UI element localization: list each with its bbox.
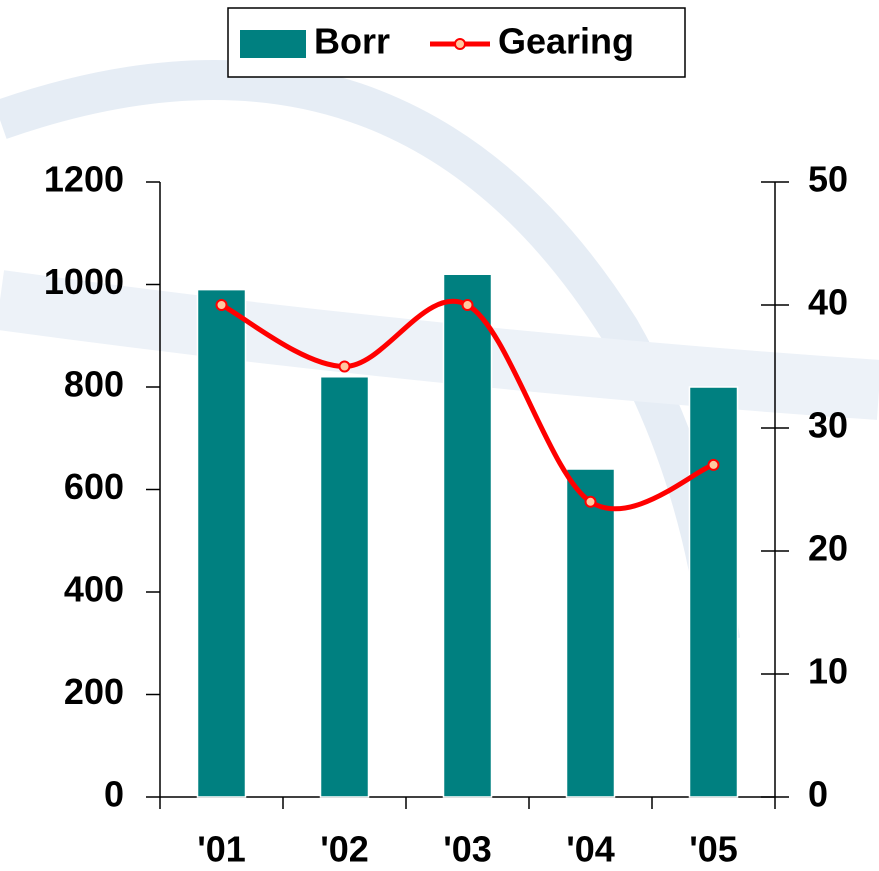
line-marker xyxy=(461,299,474,311)
line-marker xyxy=(707,458,720,471)
y2-tick-label: 0 xyxy=(808,774,828,815)
x-tick-label: '05 xyxy=(689,829,738,870)
legend-swatch xyxy=(240,30,306,58)
y-tick-label: 0 xyxy=(104,774,124,815)
bar xyxy=(442,273,493,798)
background-swoosh xyxy=(0,270,879,420)
line-marker xyxy=(215,299,228,311)
x-tick-label: '04 xyxy=(566,829,615,870)
legend-label: Borr xyxy=(314,21,390,62)
y2-tick-label: 40 xyxy=(808,282,848,323)
y-tick-label: 200 xyxy=(64,671,124,712)
y-tick-label: 1000 xyxy=(44,261,124,302)
x-tick-label: '02 xyxy=(320,829,369,870)
y-tick-label: 400 xyxy=(64,569,124,610)
x-tick-label: '01 xyxy=(197,829,246,870)
legend-marker xyxy=(454,38,466,50)
bar xyxy=(319,376,370,798)
x-tick-label: '03 xyxy=(443,829,492,870)
y-tick-label: 600 xyxy=(64,466,124,507)
line-marker xyxy=(338,360,351,373)
legend-label: Gearing xyxy=(498,21,634,62)
y-tick-label: 1200 xyxy=(44,159,124,200)
y2-tick-label: 20 xyxy=(808,528,848,569)
y2-tick-label: 10 xyxy=(808,651,848,692)
bar xyxy=(565,468,616,798)
bar xyxy=(688,386,739,798)
bar xyxy=(196,288,247,798)
line-marker xyxy=(584,495,597,508)
y-tick-label: 800 xyxy=(64,364,124,405)
y2-tick-label: 50 xyxy=(808,159,848,200)
y2-tick-label: 30 xyxy=(808,405,848,446)
